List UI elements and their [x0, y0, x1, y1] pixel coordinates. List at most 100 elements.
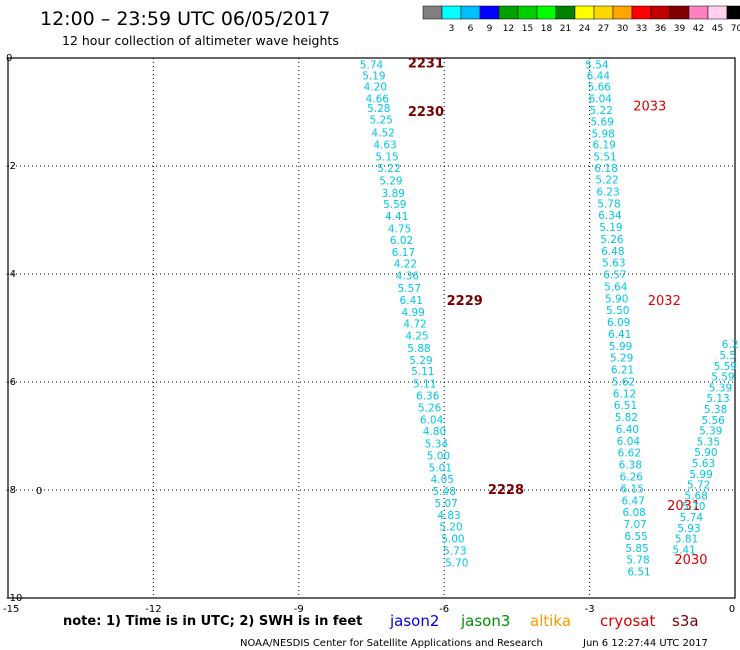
wave-height-point: 6.40 — [616, 424, 639, 436]
wave-height-point: 5.15 — [375, 151, 398, 163]
legend-swatch — [517, 5, 538, 20]
time-label: 2033 — [633, 100, 666, 115]
wave-height-point: 4.36 — [396, 271, 420, 283]
time-label: 2228 — [488, 483, 524, 498]
legend-swatch — [593, 5, 614, 20]
wave-height-point: 6.48 — [601, 246, 624, 258]
wave-height-point: 3.89 — [382, 188, 405, 200]
legend-swatch — [574, 5, 595, 20]
chart-subtitle: 12 hour collection of altimeter wave hei… — [62, 33, 339, 48]
wave-height-point: 5.70 — [682, 501, 705, 513]
wave-height-point: 5.19 — [599, 222, 622, 234]
wave-height-point: 6.09 — [607, 317, 630, 329]
y-tick-label: -6 — [6, 377, 16, 388]
legend-swatch — [479, 5, 500, 20]
chart-annotation: 0 — [36, 486, 42, 497]
legend-label: 24 — [579, 24, 591, 34]
wave-height-point: 5.26 — [600, 234, 624, 246]
wave-height-point: 4.41 — [385, 211, 408, 223]
legend-label: 39 — [674, 24, 686, 34]
wave-height-point: 5.41 — [672, 544, 695, 556]
wave-height-point: 5.90 — [694, 447, 717, 459]
satellite-label-altika: altika — [530, 612, 571, 630]
x-axis: -15 -12 -9 -6 -3 0 — [3, 604, 735, 615]
wave-height-point: 5.78 — [626, 555, 649, 567]
legend-swatch — [555, 5, 576, 20]
wave-height-point: 5.72 — [687, 480, 710, 492]
wave-height-point: 5.07 — [434, 498, 457, 510]
x-tick-label: -6 — [439, 604, 449, 615]
wave-height-point: 5.22 — [590, 105, 613, 117]
legend-label: 9 — [487, 24, 493, 34]
wave-height-point: 6.17 — [392, 247, 415, 259]
wave-height-point: 6.04 — [617, 436, 641, 448]
time-label: 2030 — [674, 553, 707, 568]
satellite-legend: jason2 jason3 altika cryosat s3a — [389, 612, 699, 630]
wave-height-point: 5.74 — [680, 512, 704, 524]
wave-height-point: 4.05 — [431, 474, 454, 486]
wave-height-point: 4.66 — [366, 94, 390, 106]
wave-height-point: 5.57 — [398, 283, 421, 295]
wave-height-point: 6.51 — [627, 567, 650, 579]
wave-height-point: 6.38 — [619, 460, 642, 472]
wave-height-point: 6.04 — [589, 94, 613, 106]
footer-timestamp: Jun 6 12:27:44 UTC 2017 — [582, 638, 708, 649]
wave-height-point: 4.80 — [423, 426, 446, 438]
wave-height-point: 5.19 — [362, 70, 385, 82]
wave-height-point: 5.66 — [588, 82, 612, 94]
legend-label: 6 — [468, 24, 474, 34]
wave-height-point: 5.39 — [699, 426, 722, 438]
wave-height-point: 7.07 — [623, 519, 646, 531]
legend-label: 15 — [522, 24, 533, 34]
wave-height-point: 5.01 — [429, 462, 452, 474]
legend-label: 21 — [560, 24, 571, 34]
wave-height-point: 5.78 — [597, 198, 620, 210]
wave-height-point: 5.88 — [407, 343, 430, 355]
wave-height-point: 5.59 — [383, 199, 406, 211]
wave-height-point: 5.64 — [604, 281, 628, 293]
wave-height-point: 4.63 — [373, 139, 396, 151]
chart-title: 12:00 – 23:59 UTC 06/05/2017 — [40, 8, 330, 30]
wave-height-point: 6.55 — [624, 531, 647, 543]
wave-height-point: 6.12 — [613, 388, 636, 400]
wave-height-point: 5.74 — [360, 59, 384, 71]
legend-swatch — [536, 5, 557, 20]
x-tick-label: -3 — [585, 604, 595, 615]
satellite-label-jason2: jason2 — [389, 612, 439, 630]
time-label: 2230 — [408, 105, 444, 120]
wave-height-point: 5.54 — [585, 59, 609, 71]
wave-height-point: 4.20 — [364, 82, 387, 94]
wave-height-point: 5.34 — [425, 439, 449, 451]
wave-height-point: 5.99 — [609, 341, 632, 353]
wave-height-point: 4.75 — [388, 224, 411, 236]
wave-height-point: 5.56 — [701, 415, 725, 427]
legend-swatch — [688, 5, 709, 20]
wave-height-point: 5.22 — [595, 175, 618, 187]
y-tick-label: -8 — [6, 485, 16, 496]
wave-height-point: 5.62 — [612, 376, 635, 388]
wave-height-point: 6.34 — [598, 210, 622, 222]
legend-label: 3 — [449, 24, 455, 34]
legend-swatch — [631, 5, 652, 20]
legend-label: 70 — [731, 24, 740, 34]
satellite-label-s3a: s3a — [672, 612, 699, 630]
wave-height-point: 6.26 — [620, 472, 644, 484]
wave-height-point: 5.51 — [593, 151, 616, 163]
wave-height-point: 6.41 — [400, 295, 423, 307]
wave-height-point: 6.57 — [603, 270, 626, 282]
wave-height-point: 5.98 — [591, 129, 614, 141]
time-label: 2031 — [667, 499, 700, 514]
grid — [7, 57, 736, 599]
footer-note: note: 1) Time is in UTC; 2) SWH is in fe… — [63, 614, 362, 629]
wave-height-point: 5.25 — [369, 115, 392, 127]
wave-height-point: 6.19 — [592, 139, 615, 151]
wave-height-point: 5.13 — [706, 393, 729, 405]
legend-label: 33 — [636, 24, 647, 34]
plot-border — [7, 57, 736, 599]
legend-swatch — [498, 5, 519, 20]
satellite-label-cryosat: cryosat — [600, 612, 655, 630]
legend-label: 42 — [693, 24, 704, 34]
wave-height-point: 5.00 — [427, 450, 450, 462]
legend-swatch — [669, 5, 690, 20]
